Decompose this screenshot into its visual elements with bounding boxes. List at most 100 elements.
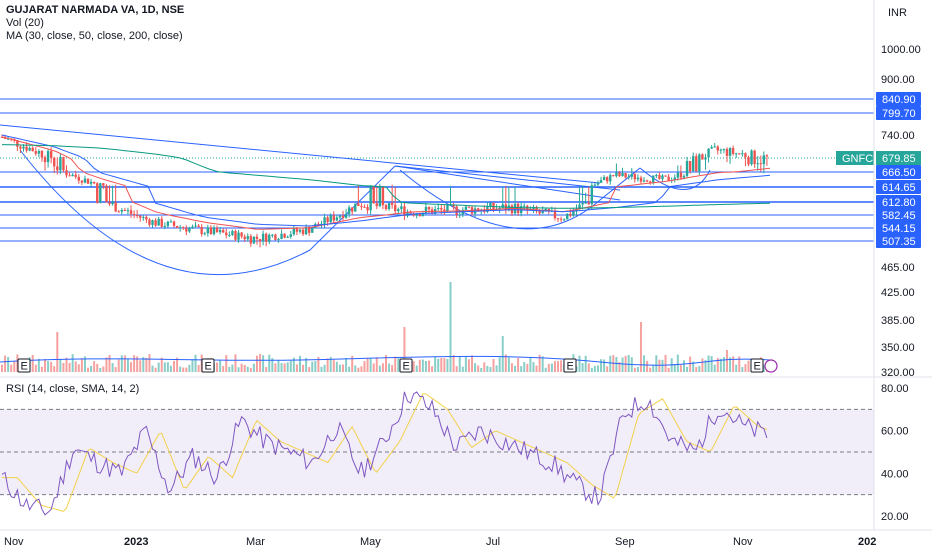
volume-bar — [148, 354, 151, 372]
volume-bar — [191, 359, 194, 372]
volume-bar — [323, 364, 326, 372]
earnings-marker-label: E — [754, 361, 761, 373]
candle-body — [498, 207, 501, 209]
volume-bar — [74, 361, 77, 372]
candle-body — [722, 149, 726, 151]
candle-body — [86, 178, 90, 184]
rsi-sma-line — [2, 393, 768, 512]
candle-body — [215, 227, 219, 233]
candle-body — [80, 180, 84, 183]
volume-bar — [735, 364, 738, 372]
candle-body — [277, 238, 280, 240]
volume-bar — [541, 356, 544, 372]
candle-body — [446, 204, 449, 212]
candle-body — [701, 154, 704, 160]
rsi-indicator-label[interactable]: RSI (14, close, SMA, 14, 2) — [6, 383, 140, 395]
level-tag — [876, 234, 921, 248]
currency-label[interactable]: INR — [888, 7, 907, 19]
candle-body — [381, 186, 385, 206]
volume-bar — [197, 365, 200, 372]
volume-bar — [667, 367, 670, 372]
candle-body — [406, 211, 409, 217]
candle-body — [105, 185, 108, 203]
ma-indicator-label[interactable]: MA (30, close, 50, close, 200, close) — [6, 30, 183, 42]
volume-bar — [538, 354, 541, 372]
candle-body — [329, 215, 332, 223]
candle-body — [437, 208, 440, 210]
volume-bar — [369, 358, 372, 372]
candle-body — [593, 184, 597, 186]
candle-body — [363, 206, 366, 208]
candle-body — [369, 186, 372, 211]
volume-bar — [514, 365, 517, 372]
volume-bar — [529, 357, 532, 372]
candle-body — [289, 234, 292, 237]
volume-bar — [80, 358, 83, 372]
candle-body — [231, 231, 234, 235]
candle-body — [188, 227, 191, 232]
volume-bar — [609, 355, 612, 372]
volume-bar — [77, 364, 80, 372]
candle-body — [397, 209, 400, 212]
volume-bar — [621, 357, 624, 372]
volume-bar — [222, 366, 225, 372]
symbol-title[interactable]: GUJARAT NARMADA VA, 1D, NSE — [6, 4, 185, 16]
candle-body — [185, 228, 188, 232]
level-tag — [876, 208, 921, 222]
level-tag — [876, 221, 921, 235]
volume-bar — [553, 361, 556, 372]
candle-body — [218, 229, 222, 233]
volume-bar — [652, 365, 655, 372]
volume-indicator-label[interactable]: Vol (20) — [6, 17, 44, 29]
volume-bar — [243, 364, 246, 372]
candle-body — [507, 205, 511, 211]
volume-bar — [719, 358, 722, 372]
volume-bar — [71, 354, 74, 372]
candle-body — [621, 172, 624, 177]
volume-bar — [348, 366, 351, 372]
volume-bar — [62, 362, 65, 372]
volume-bar — [13, 361, 16, 372]
volume-bar — [421, 359, 424, 372]
candle-body — [685, 161, 689, 177]
candle-body — [676, 172, 680, 178]
volume-bar — [446, 359, 449, 372]
volume-ma — [0, 355, 771, 366]
candle-body — [317, 223, 320, 226]
volume-bar — [600, 359, 603, 372]
level-tag — [876, 195, 921, 209]
trendlines — [0, 124, 711, 276]
level-tag-label: 507.35 — [882, 236, 916, 248]
volume-bar — [428, 360, 431, 372]
volume-bar — [335, 361, 338, 372]
candle-body — [261, 233, 265, 242]
volume-bar — [477, 365, 480, 372]
candle-body — [59, 156, 62, 171]
volume-bar — [560, 360, 563, 372]
volume-bar — [461, 366, 464, 372]
candle-body — [132, 214, 136, 216]
volume-bar — [713, 364, 716, 372]
rsi-tick-label: 20.00 — [881, 511, 909, 523]
candle-body — [648, 181, 652, 183]
candle-body — [744, 153, 747, 158]
candle-body — [633, 174, 637, 180]
candle-body — [37, 151, 41, 154]
volume-bar — [108, 354, 111, 372]
volume-bar — [480, 367, 483, 372]
volume-bar — [10, 364, 13, 372]
candle-body — [541, 211, 544, 214]
candle-body — [175, 225, 179, 228]
candle-body — [443, 209, 446, 212]
earnings-marker-label: E — [205, 361, 212, 373]
candle-body — [160, 218, 163, 227]
candle-body — [618, 172, 621, 177]
candle-body — [427, 207, 431, 210]
candle-body — [590, 185, 594, 205]
volume-bar — [136, 356, 139, 372]
volume-bar — [507, 357, 510, 372]
candle-body — [274, 234, 277, 240]
volume-bar — [412, 361, 415, 372]
volume-bar — [701, 358, 704, 372]
